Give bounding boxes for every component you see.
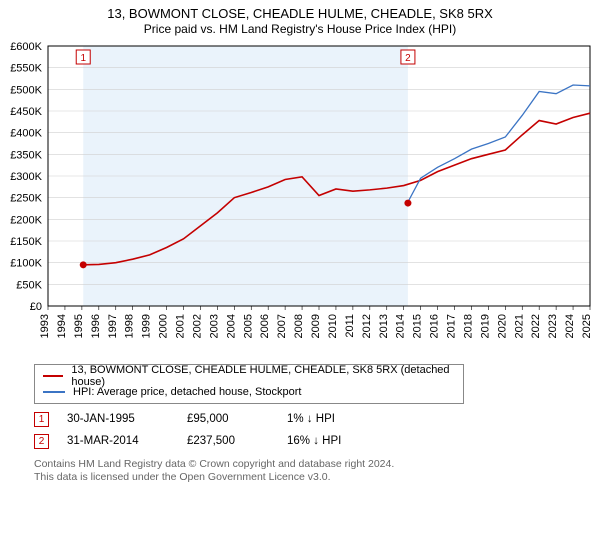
svg-text:£550K: £550K: [10, 63, 42, 75]
event-delta: 1% ↓ HPI: [287, 413, 427, 425]
svg-text:£200K: £200K: [10, 214, 42, 226]
events-table: 1 30-JAN-1995 £95,000 1% ↓ HPI 2 31-MAR-…: [34, 408, 600, 452]
svg-text:£0: £0: [30, 301, 42, 313]
legend-label: HPI: Average price, detached house, Stoc…: [73, 386, 302, 398]
event-row: 2 31-MAR-2014 £237,500 16% ↓ HPI: [34, 430, 600, 452]
svg-text:2003: 2003: [208, 314, 220, 338]
svg-text:2022: 2022: [530, 314, 542, 338]
svg-text:1995: 1995: [73, 314, 85, 338]
svg-text:2021: 2021: [513, 314, 525, 338]
svg-text:£500K: £500K: [10, 84, 42, 96]
legend-row: 13, BOWMONT CLOSE, CHEADLE HULME, CHEADL…: [43, 368, 455, 384]
svg-text:2016: 2016: [429, 314, 441, 338]
svg-text:£350K: £350K: [10, 149, 42, 161]
svg-text:£300K: £300K: [10, 171, 42, 183]
event-price: £95,000: [187, 413, 287, 425]
svg-text:2013: 2013: [378, 314, 390, 338]
svg-text:2004: 2004: [225, 314, 237, 338]
event-marker: 1: [34, 412, 49, 427]
svg-text:2005: 2005: [242, 314, 254, 338]
svg-text:1999: 1999: [141, 314, 153, 338]
svg-text:2001: 2001: [175, 314, 187, 338]
svg-text:2007: 2007: [276, 314, 288, 338]
svg-text:2009: 2009: [310, 314, 322, 338]
svg-text:£50K: £50K: [16, 279, 42, 291]
svg-text:£150K: £150K: [10, 236, 42, 248]
svg-text:2002: 2002: [191, 314, 203, 338]
svg-text:1998: 1998: [124, 314, 136, 338]
svg-text:2024: 2024: [564, 314, 576, 338]
chart-title-sub: Price paid vs. HM Land Registry's House …: [0, 22, 600, 36]
legend-swatch: [43, 375, 63, 377]
svg-text:2015: 2015: [412, 314, 424, 338]
event-marker: 2: [34, 434, 49, 449]
svg-text:2025: 2025: [581, 314, 593, 338]
event-delta: 16% ↓ HPI: [287, 435, 427, 447]
svg-text:2000: 2000: [158, 314, 170, 338]
event-row: 1 30-JAN-1995 £95,000 1% ↓ HPI: [34, 408, 600, 430]
svg-text:1: 1: [80, 53, 86, 64]
legend-label: 13, BOWMONT CLOSE, CHEADLE HULME, CHEADL…: [71, 364, 455, 388]
event-price: £237,500: [187, 435, 287, 447]
svg-text:2011: 2011: [344, 314, 356, 338]
event-date: 31-MAR-2014: [67, 435, 187, 447]
footer-line: Contains HM Land Registry data © Crown c…: [34, 458, 600, 471]
svg-text:2018: 2018: [462, 314, 474, 338]
svg-text:1997: 1997: [107, 314, 119, 338]
svg-text:2020: 2020: [496, 314, 508, 338]
chart-title-main: 13, BOWMONT CLOSE, CHEADLE HULME, CHEADL…: [0, 6, 600, 21]
svg-text:2010: 2010: [327, 314, 339, 338]
svg-text:1993: 1993: [39, 314, 51, 338]
event-num: 2: [39, 436, 45, 447]
svg-text:2014: 2014: [395, 314, 407, 338]
svg-text:2017: 2017: [446, 314, 458, 338]
svg-text:1994: 1994: [56, 314, 68, 338]
svg-text:£600K: £600K: [10, 41, 42, 53]
svg-text:£250K: £250K: [10, 193, 42, 205]
legend-swatch: [43, 391, 65, 393]
svg-text:2006: 2006: [259, 314, 271, 338]
svg-text:2008: 2008: [293, 314, 305, 338]
svg-text:1996: 1996: [90, 314, 102, 338]
svg-text:2019: 2019: [479, 314, 491, 338]
footer-line: This data is licensed under the Open Gov…: [34, 471, 600, 484]
svg-text:2012: 2012: [361, 314, 373, 338]
footer: Contains HM Land Registry data © Crown c…: [34, 458, 600, 484]
svg-text:£100K: £100K: [10, 258, 42, 270]
event-num: 1: [39, 414, 45, 425]
svg-text:2023: 2023: [547, 314, 559, 338]
legend: 13, BOWMONT CLOSE, CHEADLE HULME, CHEADL…: [34, 364, 464, 404]
event-date: 30-JAN-1995: [67, 413, 187, 425]
line-chart: £0 £50K £100K £150K £200K £250K £300K £350K £400…: [0, 38, 600, 358]
svg-text:£450K: £450K: [10, 106, 42, 118]
chart-header: 13, BOWMONT CLOSE, CHEADLE HULME, CHEADL…: [0, 0, 600, 38]
svg-text:2: 2: [405, 53, 411, 64]
chart-container: £0 £50K £100K £150K £200K £250K £300K £350K £400…: [0, 38, 600, 358]
svg-text:£400K: £400K: [10, 128, 42, 140]
